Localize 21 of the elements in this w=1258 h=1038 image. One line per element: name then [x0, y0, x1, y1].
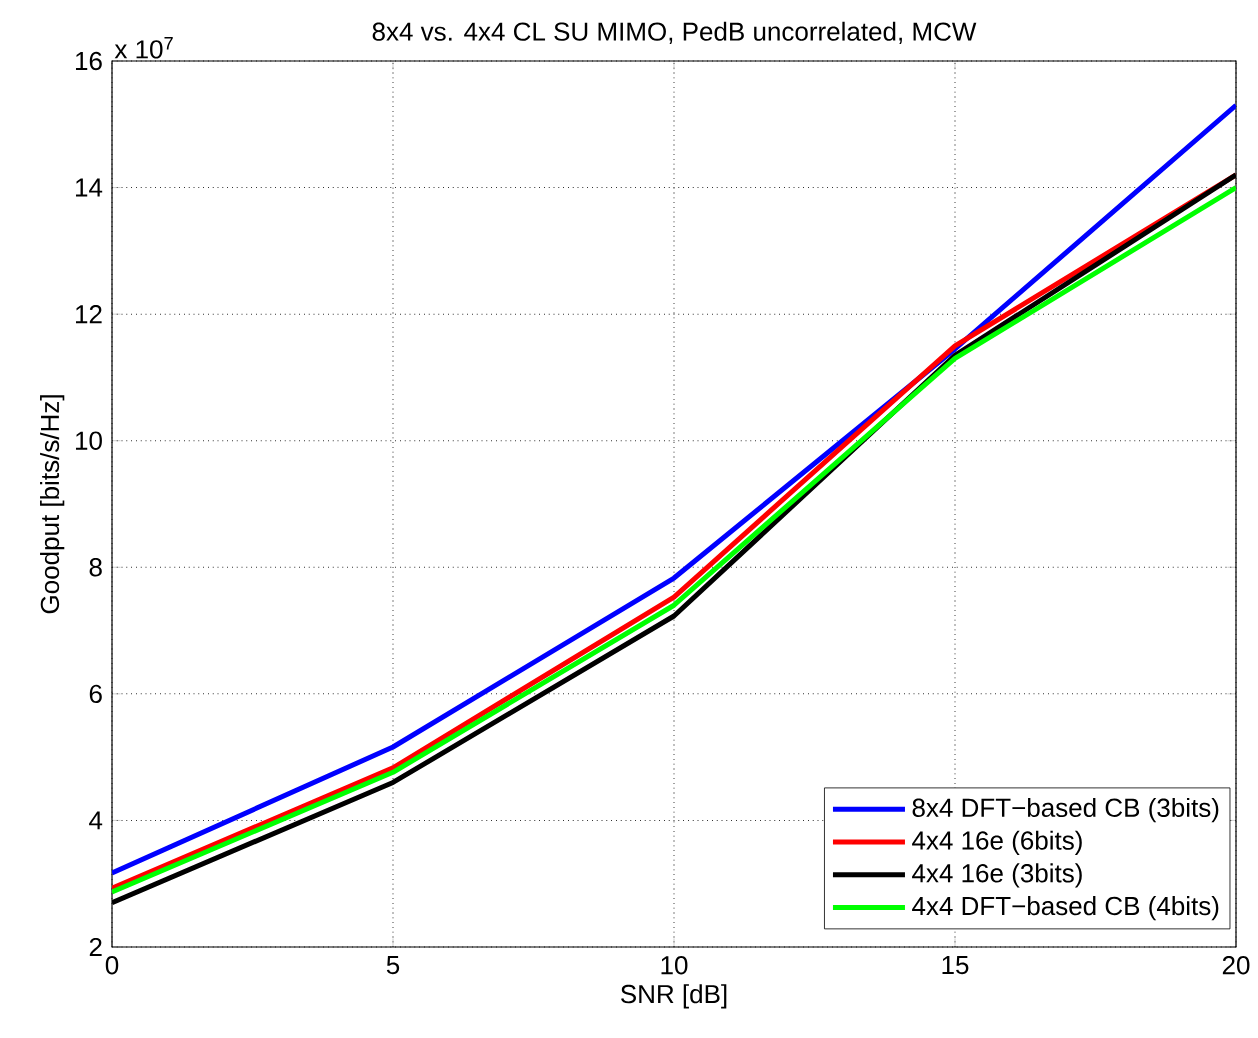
- y-tick-label: 4: [89, 811, 103, 830]
- x-tick-label: 10: [661, 956, 688, 975]
- y-tick-label: 8: [89, 558, 102, 577]
- y-tick-label: 16: [76, 51, 102, 71]
- y-tick-label: 12: [76, 305, 102, 324]
- legend-label: 4x4 16e (3bits): [912, 863, 1082, 888]
- x-tick-label: 20: [1222, 956, 1250, 975]
- text: x 10$^{7}$: [114, 37, 173, 59]
- legend-label: 4x4 16e (6bits): [912, 830, 1082, 855]
- x-tick-label: 0: [105, 956, 119, 975]
- y-tick-label: 6: [89, 684, 102, 704]
- y-tick-label: 10: [76, 431, 102, 450]
- y-tick-label: 2: [89, 937, 102, 957]
- y-axis-title: Goodput [bits/s/Hz]: [40, 395, 65, 614]
- chart-title: 8x4 vs. 4x4 CL SU MIMO, PedB uncorrelated, MCW: [372, 21, 977, 44]
- legend-label: 8x4 DFT−based CB (3bits): [912, 797, 1219, 823]
- y-tick-label: 14: [76, 178, 103, 197]
- x-axis-title: SNR [dB]: [621, 984, 727, 1009]
- legend-label: 4x4 DFT−based CB (4bits): [912, 896, 1219, 921]
- x-tick-label: 5: [386, 956, 400, 975]
- x-tick-label: 15: [942, 956, 969, 975]
